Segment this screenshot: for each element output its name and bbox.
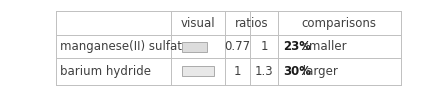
Text: 1.3: 1.3 [255, 65, 274, 78]
Text: 1: 1 [260, 40, 268, 53]
Text: 1: 1 [234, 65, 241, 78]
Bar [182, 42, 207, 51]
Bar [182, 66, 214, 76]
Text: 23%: 23% [283, 40, 311, 53]
Text: larger: larger [299, 65, 338, 78]
Text: visual: visual [181, 17, 215, 30]
Text: 30%: 30% [283, 65, 311, 78]
Text: barium hydride: barium hydride [60, 65, 151, 78]
Text: ratios: ratios [235, 17, 268, 30]
Text: comparisons: comparisons [302, 17, 377, 30]
Text: manganese(II) sulfate: manganese(II) sulfate [60, 40, 189, 53]
Text: smaller: smaller [299, 40, 346, 53]
Text: 0.77: 0.77 [224, 40, 251, 53]
